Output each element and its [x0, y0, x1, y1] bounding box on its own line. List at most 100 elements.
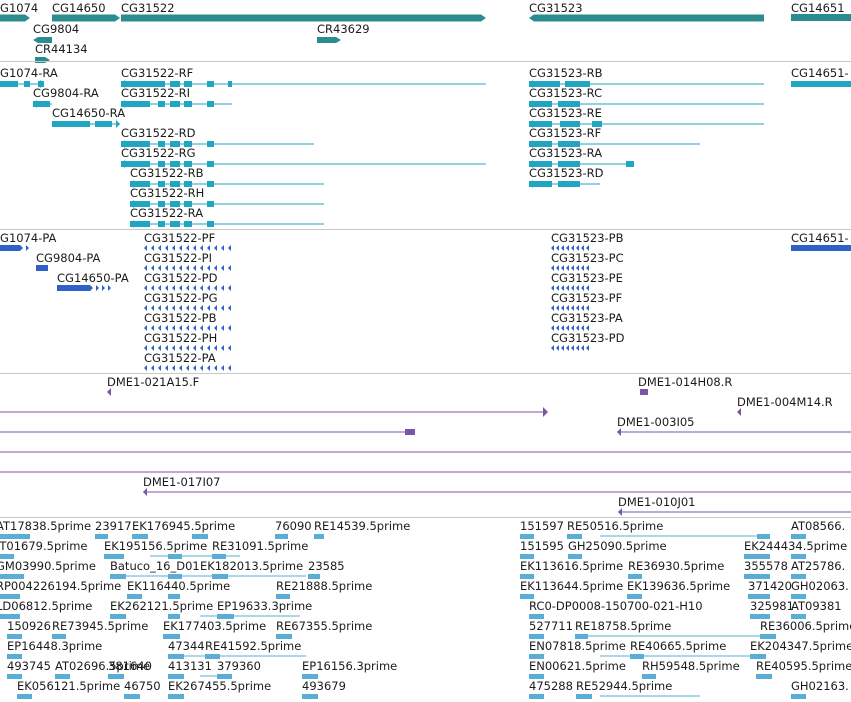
protein-glyph[interactable]: [151, 265, 154, 271]
transcript-glyph[interactable]: [184, 181, 192, 187]
gene-glyph[interactable]: [317, 37, 341, 43]
protein-glyph[interactable]: [228, 365, 231, 371]
est-label[interactable]: AT08566.: [791, 519, 846, 533]
clone-glyph[interactable]: [618, 508, 622, 516]
est-glyph[interactable]: [757, 534, 770, 539]
protein-glyph[interactable]: [221, 245, 224, 251]
clone-label[interactable]: DME1-004M14.R: [737, 395, 833, 409]
gene-glyph[interactable]: [0, 14, 30, 22]
transcript-glyph[interactable]: [558, 101, 580, 107]
transcript-glyph[interactable]: [558, 181, 580, 187]
transcript-glyph[interactable]: [170, 81, 180, 87]
transcript-label[interactable]: CG9804-RA: [33, 86, 99, 100]
protein-label[interactable]: CG9804-PA: [36, 251, 101, 265]
protein-glyph[interactable]: [214, 245, 217, 251]
protein-glyph[interactable]: [571, 305, 574, 311]
gene-glyph[interactable]: [121, 14, 486, 22]
protein-glyph[interactable]: [581, 305, 584, 311]
est-glyph[interactable]: [576, 694, 592, 699]
est-label[interactable]: 527711: [529, 619, 573, 633]
transcript-glyph[interactable]: [121, 101, 150, 107]
protein-glyph[interactable]: [200, 265, 203, 271]
transcript-glyph[interactable]: [130, 180, 134, 188]
est-glyph[interactable]: [302, 674, 318, 679]
protein-glyph[interactable]: [158, 325, 161, 331]
protein-glyph[interactable]: [172, 345, 175, 351]
est-label[interactable]: EK262121.5prime: [110, 599, 214, 613]
protein-glyph[interactable]: [576, 305, 579, 311]
protein-glyph[interactable]: [581, 345, 584, 351]
est-label[interactable]: RP004226194.5prime: [0, 579, 122, 593]
protein-glyph[interactable]: [144, 345, 147, 351]
clone-label[interactable]: DME1-021A15.F: [107, 375, 200, 389]
protein-glyph[interactable]: [179, 265, 182, 271]
transcript-glyph[interactable]: [130, 181, 150, 187]
est-label[interactable]: 475288: [529, 679, 573, 693]
est-label[interactable]: AT09381: [791, 599, 842, 613]
protein-glyph[interactable]: [221, 285, 224, 291]
protein-glyph[interactable]: [566, 285, 569, 291]
est-label[interactable]: LD06812.5prime: [0, 599, 93, 613]
protein-glyph[interactable]: [179, 245, 182, 251]
est-glyph[interactable]: [124, 694, 140, 699]
est-glyph[interactable]: [168, 694, 184, 699]
transcript-glyph[interactable]: [529, 160, 533, 168]
protein-glyph[interactable]: [200, 285, 203, 291]
est-glyph[interactable]: [791, 574, 806, 579]
transcript-glyph[interactable]: [529, 161, 552, 167]
protein-glyph[interactable]: [561, 325, 564, 331]
gene-glyph[interactable]: [33, 37, 52, 43]
protein-glyph[interactable]: [200, 305, 203, 311]
est-glyph[interactable]: [0, 614, 20, 619]
transcript-label[interactable]: CG31522-RB: [130, 166, 204, 180]
protein-glyph[interactable]: [144, 365, 147, 371]
protein-glyph[interactable]: [186, 345, 189, 351]
protein-glyph[interactable]: [193, 245, 196, 251]
est-label[interactable]: EK113644.5prime: [520, 579, 624, 593]
protein-glyph[interactable]: [551, 285, 554, 291]
protein-glyph[interactable]: [561, 345, 564, 351]
protein-glyph[interactable]: [221, 345, 224, 351]
transcript-glyph[interactable]: [121, 141, 150, 147]
protein-glyph[interactable]: [151, 285, 154, 291]
transcript-glyph[interactable]: [529, 121, 552, 127]
transcript-glyph[interactable]: [184, 141, 192, 147]
est-label[interactable]: IT01679.5prime: [0, 539, 88, 553]
transcript-label[interactable]: CG14650-RA: [52, 106, 126, 120]
transcript-label[interactable]: CG31523-RE: [529, 106, 602, 120]
gene-label[interactable]: CG31522: [121, 1, 175, 15]
est-glyph[interactable]: [760, 634, 776, 639]
transcript-label[interactable]: CG31522-RF: [121, 66, 194, 80]
protein-glyph[interactable]: [186, 305, 189, 311]
protein-glyph[interactable]: [228, 245, 231, 251]
est-label[interactable]: EK204347.5prime: [750, 639, 851, 653]
est-glyph[interactable]: [104, 554, 124, 559]
est-label[interactable]: 151595: [520, 539, 564, 553]
gene-label[interactable]: CG14650: [52, 1, 106, 15]
protein-glyph[interactable]: [165, 365, 168, 371]
protein-glyph[interactable]: [586, 265, 589, 271]
transcript-glyph[interactable]: [791, 81, 851, 87]
protein-glyph[interactable]: [165, 285, 168, 291]
protein-glyph[interactable]: [228, 265, 231, 271]
protein-glyph[interactable]: [551, 265, 554, 271]
est-glyph[interactable]: [17, 694, 32, 699]
gene-label[interactable]: CG1074: [0, 1, 39, 15]
est-glyph[interactable]: [308, 574, 320, 579]
protein-glyph[interactable]: [551, 345, 554, 351]
protein-label[interactable]: CG31523-PC: [551, 251, 624, 265]
protein-glyph[interactable]: [566, 245, 569, 251]
protein-glyph[interactable]: [172, 365, 175, 371]
protein-glyph[interactable]: [576, 245, 579, 251]
transcript-glyph[interactable]: [33, 100, 37, 108]
est-label[interactable]: RE40665.5prime: [630, 639, 727, 653]
protein-glyph[interactable]: [214, 325, 217, 331]
protein-glyph[interactable]: [214, 345, 217, 351]
est-glyph[interactable]: [791, 594, 806, 599]
protein-glyph[interactable]: [165, 245, 168, 251]
est-label[interactable]: 355578: [744, 559, 788, 573]
protein-label[interactable]: CG31522-PG: [144, 291, 218, 305]
gene-glyph[interactable]: [791, 14, 851, 21]
protein-glyph[interactable]: [172, 305, 175, 311]
est-label[interactable]: EP19633.3prime: [217, 599, 313, 613]
